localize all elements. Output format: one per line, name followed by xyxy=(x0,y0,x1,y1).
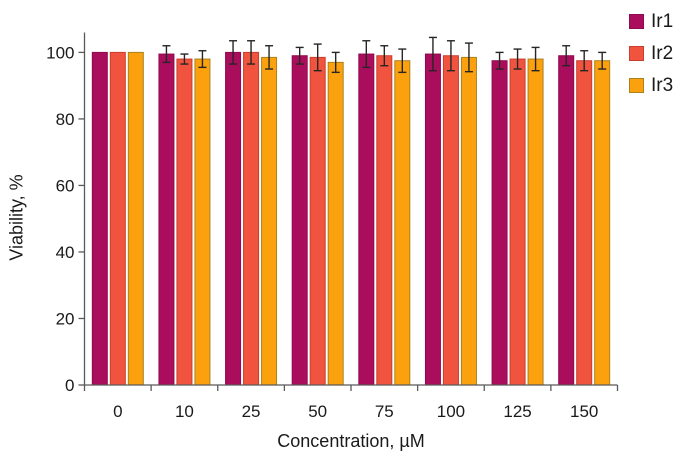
bar-Ir1-50 xyxy=(291,55,308,386)
bar-Ir3-10 xyxy=(194,58,211,386)
bar-Ir3-125 xyxy=(527,58,544,386)
bar-Ir1-0 xyxy=(91,51,108,386)
bar-Ir2-75 xyxy=(376,55,393,386)
x-tick-label-0: 0 xyxy=(113,402,122,421)
bar-Ir3-100 xyxy=(460,56,477,386)
bar-Ir2-100 xyxy=(442,55,459,386)
bar-Ir3-150 xyxy=(594,60,611,386)
bar-Ir3-25 xyxy=(261,56,278,386)
bar-Ir1-75 xyxy=(358,53,375,386)
legend-swatch-Ir2 xyxy=(629,46,644,61)
bar-Ir1-150 xyxy=(558,55,575,386)
bar-Ir2-150 xyxy=(576,60,593,386)
bar-Ir2-125 xyxy=(509,58,526,386)
y-tick-label-0: 0 xyxy=(65,376,74,395)
y-tick-label-40: 40 xyxy=(56,243,75,262)
bar-Ir1-125 xyxy=(491,60,508,386)
x-tick-label-25: 25 xyxy=(242,402,261,421)
x-tick-label-75: 75 xyxy=(375,402,394,421)
y-tick-label-100: 100 xyxy=(46,43,74,62)
legend-item-Ir3: Ir3 xyxy=(629,75,673,96)
bar-Ir2-25 xyxy=(243,51,260,386)
legend-label-Ir2: Ir2 xyxy=(651,43,674,64)
bar-Ir1-25 xyxy=(225,51,242,386)
legend-item-Ir1: Ir1 xyxy=(629,11,673,32)
bar-Ir2-0 xyxy=(109,51,126,386)
x-tick-label-125: 125 xyxy=(503,402,531,421)
legend-item-Ir2: Ir2 xyxy=(629,43,673,64)
y-axis-title: Viability, % xyxy=(6,174,27,261)
legend-label-Ir3: Ir3 xyxy=(651,75,674,96)
x-axis-title: Concentration, µM xyxy=(277,431,425,451)
legend-swatch-Ir3 xyxy=(629,78,644,93)
y-tick-label-80: 80 xyxy=(56,110,75,129)
x-tick-label-10: 10 xyxy=(175,402,194,421)
y-tick-label-60: 60 xyxy=(56,176,75,195)
x-tick-label-150: 150 xyxy=(570,402,598,421)
bar-Ir3-50 xyxy=(327,61,344,386)
bar-Ir3-75 xyxy=(394,60,411,386)
bar-Ir2-10 xyxy=(176,58,193,386)
bar-Ir1-10 xyxy=(158,53,175,386)
bar-Ir1-100 xyxy=(424,53,441,386)
legend: Ir1 Ir2 Ir3 xyxy=(629,11,673,107)
x-tick-label-100: 100 xyxy=(437,402,465,421)
x-tick-label-50: 50 xyxy=(308,402,327,421)
bar-Ir3-0 xyxy=(127,51,144,386)
bar-Ir2-50 xyxy=(309,56,326,386)
legend-swatch-Ir1 xyxy=(629,14,644,29)
y-tick-label-20: 20 xyxy=(56,309,75,328)
legend-label-Ir1: Ir1 xyxy=(651,11,674,32)
